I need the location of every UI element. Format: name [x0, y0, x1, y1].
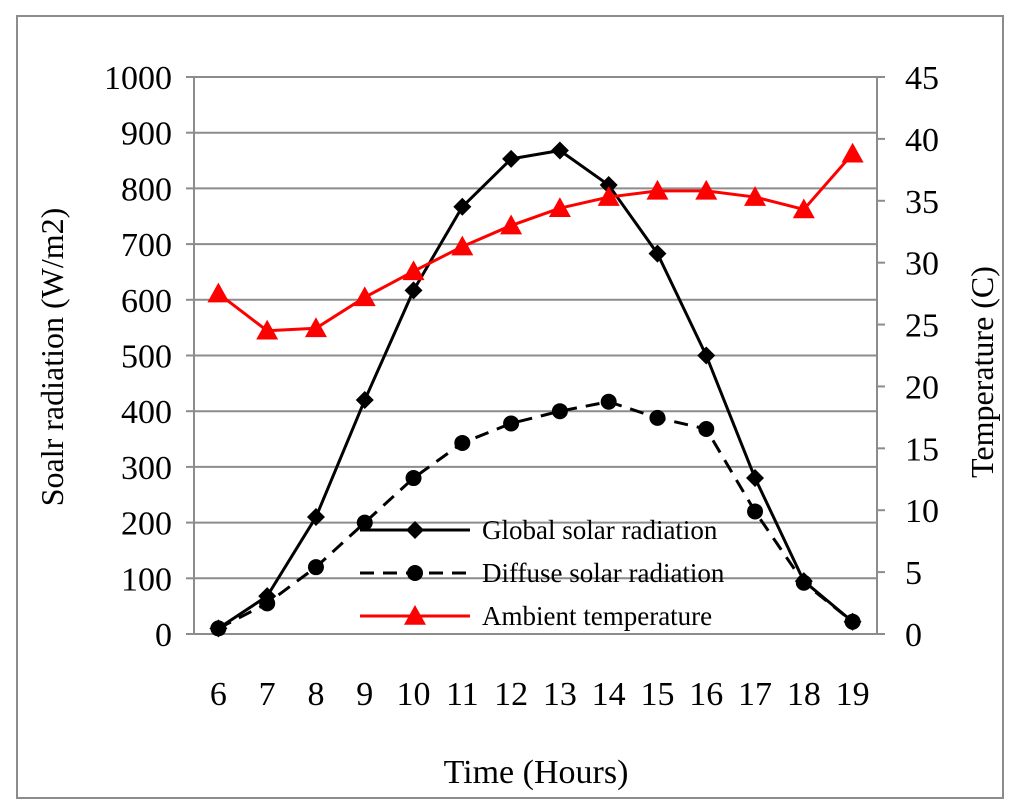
series-line [217, 149, 854, 630]
x-tick-label: 17 [738, 676, 772, 713]
y-tick-label: 600 [121, 283, 172, 320]
data-point [599, 176, 618, 195]
data-point [844, 613, 861, 630]
x-tick-label: 11 [446, 676, 479, 713]
data-point [304, 317, 327, 338]
legend-label: Diffuse solar radiation [482, 558, 725, 588]
y-tick-label: 900 [121, 116, 172, 153]
x-tick-label: 9 [356, 676, 373, 713]
data-point [747, 503, 764, 520]
data-point [746, 469, 765, 488]
x-tick-label: 7 [259, 676, 276, 713]
data-point [597, 186, 620, 206]
y-tick-label: 400 [121, 394, 172, 431]
chart-canvas: 0 100 200 300 400 500 600 700 800 900 1000 0 5 10 15 2… [34, 60, 1000, 791]
data-point [548, 197, 571, 218]
data-point [551, 403, 568, 420]
data-point [306, 508, 325, 527]
data-point [795, 574, 812, 591]
data-point [402, 260, 425, 281]
y-tick-label: 200 [121, 506, 172, 543]
y2-tick-label: 10 [905, 493, 939, 530]
x-tick-label: 16 [689, 676, 723, 713]
series-3 [207, 142, 864, 340]
data-point [792, 198, 815, 219]
data-point [259, 595, 276, 612]
x-tick-label: 8 [307, 676, 324, 713]
x-tick-label: 14 [592, 676, 626, 713]
x-tick-label: 19 [836, 676, 870, 713]
data-point [500, 214, 523, 235]
y2-tick-label: 5 [905, 555, 922, 592]
legend-marker [407, 565, 423, 581]
x-axis-ticks: 6 7 8 9 10 11 12 13 14 15 16 17 18 19 [210, 676, 870, 713]
data-point [503, 415, 520, 432]
data-point [404, 281, 423, 300]
y2-axis-label: Temperature (C) [964, 266, 1000, 478]
data-point [744, 186, 767, 206]
y-tick-label: 1000 [104, 60, 172, 97]
x-tick-label: 10 [397, 676, 431, 713]
legend-entry: Global solar radiation [360, 515, 718, 545]
series-line [217, 400, 854, 630]
legend: Global solar radiation Diffuse solar radi… [360, 515, 725, 631]
x-tick-label: 15 [640, 676, 674, 713]
y2-tick-label: 30 [905, 246, 939, 283]
x-tick-label: 18 [787, 676, 821, 713]
data-point [841, 142, 864, 163]
data-point [698, 421, 715, 438]
data-point [356, 514, 373, 531]
data-point [451, 235, 474, 256]
y2-tick-label: 20 [905, 369, 939, 406]
data-point [502, 149, 521, 168]
legend-label: Ambient temperature [482, 601, 712, 631]
y2-tick-label: 45 [905, 60, 939, 97]
y-tick-label: 500 [121, 339, 172, 376]
y-tick-label: 0 [155, 617, 172, 654]
x-tick-label: 6 [210, 676, 227, 713]
chart-frame: 0 100 200 300 400 500 600 700 800 900 1000 0 5 10 15 2… [16, 15, 1004, 799]
y-tick-label: 300 [121, 450, 172, 487]
data-point [550, 141, 569, 160]
data-point [648, 244, 667, 263]
x-tick-label: 13 [543, 676, 577, 713]
data-point [453, 197, 472, 216]
y2-tick-label: 15 [905, 431, 939, 468]
x-axis-label: Time (Hours) [444, 754, 629, 791]
y2-tick-label: 25 [905, 308, 939, 345]
y2-tick-label: 40 [905, 122, 939, 159]
y2-tick-label: 35 [905, 184, 939, 221]
data-point [600, 393, 617, 410]
series-2 [210, 393, 861, 637]
legend-entry: Diffuse solar radiation [360, 558, 725, 588]
y2-axis-ticks: 0 5 10 15 20 25 30 35 40 45 [877, 60, 939, 654]
y-axis-label: Soalr radiation (W/m2) [34, 208, 70, 507]
legend-marker [406, 521, 424, 539]
data-point [697, 346, 716, 365]
legend-label: Global solar radiation [482, 515, 718, 545]
y2-tick-label: 0 [905, 617, 922, 654]
y-tick-label: 100 [121, 561, 172, 598]
series-line [217, 152, 854, 333]
grid-lines [194, 76, 877, 580]
series-layer [207, 141, 864, 638]
y-tick-label: 800 [121, 171, 172, 208]
data-point [207, 282, 230, 303]
data-point [210, 620, 227, 637]
data-point [355, 391, 374, 410]
data-point [405, 470, 422, 487]
data-point [307, 559, 324, 576]
data-point [256, 319, 279, 340]
data-point [353, 286, 376, 307]
data-point [646, 179, 669, 200]
x-tick-label: 12 [494, 676, 528, 713]
legend-marker [404, 605, 426, 625]
data-point [695, 179, 718, 200]
data-point [454, 434, 471, 451]
legend-entry: Ambient temperature [360, 601, 712, 631]
y-tick-label: 700 [121, 227, 172, 264]
y-axis-ticks: 0 100 200 300 400 500 600 700 800 900 1000 [104, 60, 194, 654]
data-point [649, 409, 666, 426]
